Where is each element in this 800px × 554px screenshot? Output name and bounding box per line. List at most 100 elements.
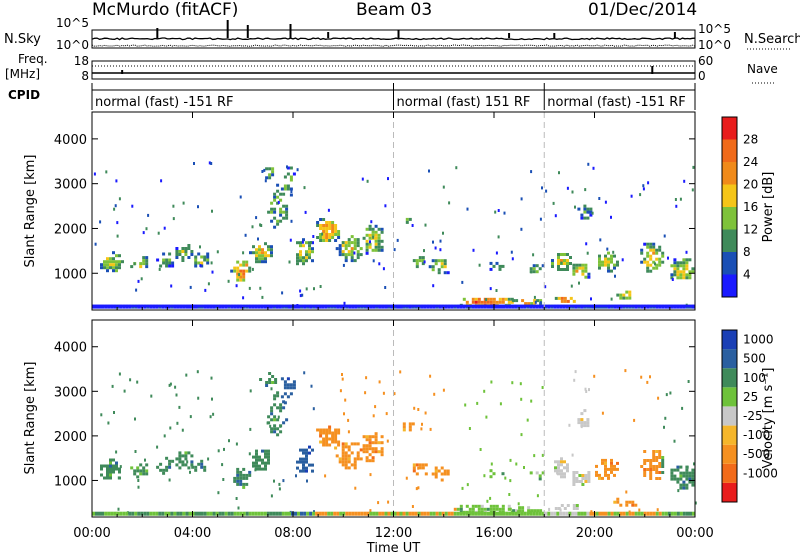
power-scatter-74 xyxy=(621,258,624,262)
velocity-cell-11-2-4 xyxy=(341,451,345,455)
velocity-cell-8-2-7 xyxy=(283,392,287,396)
power-cell-11-6-9 xyxy=(353,259,357,263)
power-cell-15-5-2 xyxy=(443,262,447,266)
velocity-ground-70 xyxy=(303,511,307,516)
velocity-cell-16-5-2 xyxy=(468,507,472,511)
velocity-ground-95 xyxy=(378,511,382,516)
power-cell-14-2-2 xyxy=(415,259,419,263)
velocity-ground-161 xyxy=(577,511,581,516)
velocity-cell-24-1-2 xyxy=(616,500,620,504)
velocity-scatter-60 xyxy=(415,487,418,491)
power-scatter-141 xyxy=(277,200,280,204)
power-cell-27-5-4 xyxy=(589,213,593,217)
velocity-cell-21-3-2 xyxy=(578,474,582,477)
velocity-ground-117 xyxy=(444,511,448,516)
velocity-ground-41 xyxy=(215,511,219,516)
power-cell-1-6-4 xyxy=(145,265,149,269)
velocity-cell-12-5-7 xyxy=(374,450,378,454)
velocity-colorbar-frame xyxy=(721,329,738,503)
noise-right-label: N.Search xyxy=(744,32,800,47)
power-cell-6-3-2 xyxy=(258,245,261,249)
velocity-cell-15-5-2 xyxy=(443,469,447,473)
power-cell-26-5-2 xyxy=(682,261,686,265)
velocity-cell-23-4-1 xyxy=(604,458,607,462)
velocity-cell-7-1-8 xyxy=(267,415,271,419)
power-cell-6-5-1 xyxy=(264,242,267,246)
velocity-cell-26-8-2 xyxy=(691,468,695,472)
velocity-colorbar-swatch-2 xyxy=(722,444,737,464)
power-scatter-163 xyxy=(558,171,560,175)
power-scatter-36 xyxy=(238,273,241,277)
power-cell-6-3-7 xyxy=(258,260,261,264)
power-scatter-83 xyxy=(319,285,322,288)
velocity-cell-7-3-1 xyxy=(273,394,277,398)
velocity-cell-0-4-1 xyxy=(109,458,112,462)
velocity-ground-34 xyxy=(194,511,198,516)
velocity-cell-0-4-4 xyxy=(109,467,112,471)
velocity-cell-4-4-3 xyxy=(203,465,207,469)
power-cell-12-5-4 xyxy=(374,233,378,237)
power-cell-5-2-5 xyxy=(236,272,240,276)
power-cell-12-2-10 xyxy=(365,251,369,255)
power-cell-7-4-0 xyxy=(276,183,280,187)
velocity-cell-15-3-2 xyxy=(437,469,441,473)
velocity-ground-93 xyxy=(372,511,376,516)
power-scatter-115 xyxy=(310,241,313,244)
velocity-scatter-102 xyxy=(248,452,251,456)
velocity-cell-7-4-5 xyxy=(276,406,280,410)
velocity-ground-11 xyxy=(125,511,129,516)
power-cell-0-5-3 xyxy=(112,257,115,261)
velocity-cell-11-3-9 xyxy=(344,466,348,470)
velocity-cell-25-6-6 xyxy=(655,465,659,468)
power-scatter-124 xyxy=(115,179,118,183)
power-cell-1-5-3 xyxy=(142,262,146,266)
velocity-cell-23-6-3 xyxy=(610,464,613,468)
power-cell-3-2-3 xyxy=(178,250,182,253)
power-cell-10-2-7 xyxy=(319,236,323,239)
velocity-cell-5-5-4 xyxy=(245,476,249,480)
power-cell-4-1-3 xyxy=(194,258,198,262)
power-cell-11-5-7 xyxy=(350,253,354,257)
power-cell-16-15-2 xyxy=(498,300,502,304)
velocity-scatter-160 xyxy=(136,380,139,384)
velocity-cell-23-6-4 xyxy=(610,467,613,471)
velocity-scatter-4 xyxy=(212,412,215,416)
power-colorbar-swatch-2 xyxy=(722,229,737,252)
power-colorbar-tick-24: 24 xyxy=(743,155,758,169)
velocity-cell-11-5-4 xyxy=(350,451,354,455)
power-cell-26-2-3 xyxy=(673,264,677,268)
velocity-cell-5-3-6 xyxy=(239,482,243,486)
velocity-ground-38 xyxy=(206,511,210,516)
power-scatter-154 xyxy=(387,177,389,181)
velocity-ground-110 xyxy=(423,511,427,516)
velocity-scatter-167 xyxy=(134,450,137,453)
velocity-cell-26-3-2 xyxy=(676,468,680,472)
velocity-scatter-119 xyxy=(210,376,213,380)
velocity-cell-25-7-5 xyxy=(658,462,662,465)
velocity-scatter-23 xyxy=(399,370,402,374)
velocity-cell-11-2-5 xyxy=(341,454,345,458)
power-cell-6-6-2 xyxy=(267,245,270,249)
velocity-scatter-70 xyxy=(113,411,115,414)
velocity-cell-13-3-3 xyxy=(408,428,412,432)
power-cell-2-2-4 xyxy=(162,261,166,265)
power-cell-20-4-3 xyxy=(560,259,563,262)
velocity-ground-165 xyxy=(589,511,593,516)
power-scatter-25 xyxy=(114,204,117,208)
power-ytick-label-2000: 2000 xyxy=(54,222,87,237)
power-cell-11-5-5 xyxy=(350,247,354,251)
velocity-cell-9-5-1 xyxy=(308,445,311,449)
power-cell-25-4-3 xyxy=(649,248,653,252)
velocity-cell-6-5-3 xyxy=(264,455,267,459)
power-scatter-26 xyxy=(606,247,609,251)
velocity-ground-71 xyxy=(306,511,310,516)
velocity-ground-63 xyxy=(281,511,285,516)
power-scatter-179 xyxy=(235,284,238,288)
power-cell-19-2-1 xyxy=(532,264,536,268)
power-scatter-60 xyxy=(539,217,542,221)
power-cell-26-6-6 xyxy=(685,273,689,277)
power-cell-25-5-1 xyxy=(652,242,656,246)
velocity-cell-20-6-2 xyxy=(566,463,569,467)
velocity-scatter-138 xyxy=(249,427,252,431)
velocity-ground-20 xyxy=(152,511,156,516)
